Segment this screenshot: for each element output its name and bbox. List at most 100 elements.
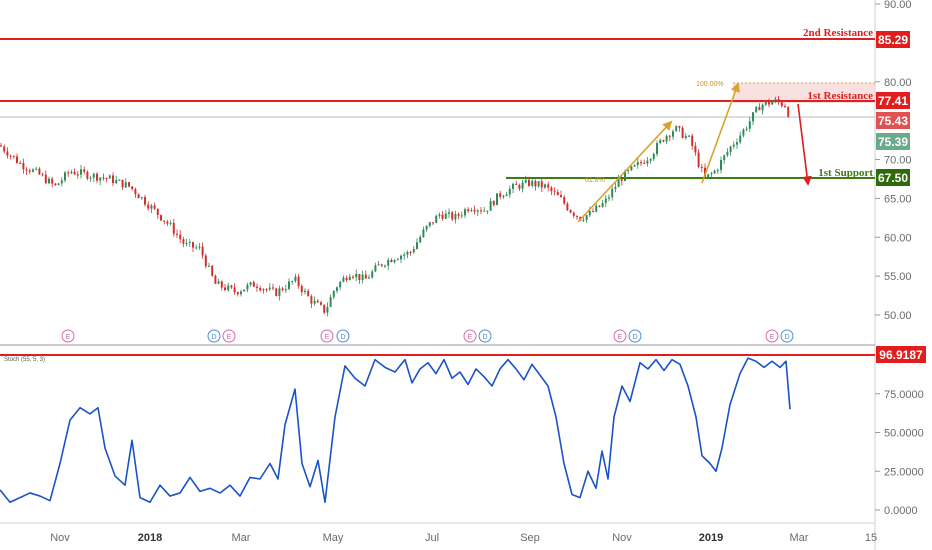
event-marker-letter: E (618, 334, 623, 341)
candle-body (531, 180, 534, 186)
candle-body (345, 277, 348, 281)
candle-body (256, 286, 258, 289)
first-resistance-title: 1st Resistance (807, 90, 873, 102)
candle-body (64, 172, 66, 181)
candle-body (108, 175, 111, 179)
svg-text:96.9187: 96.9187 (879, 348, 923, 362)
price-axis-label: 55.00 (884, 271, 912, 283)
candle-body (684, 136, 687, 138)
candle-body (480, 210, 482, 212)
candle-body (262, 289, 265, 291)
upward-projection-arrow-2 (701, 82, 740, 184)
candle-body (438, 214, 441, 216)
candle-body (240, 291, 242, 295)
oscillator-axis-label: 75.0000 (884, 389, 924, 401)
candle-body (688, 135, 690, 137)
event-marker-circle (61, 329, 75, 343)
candle-body (348, 276, 351, 281)
candle-body (124, 182, 127, 188)
candle-body (566, 203, 569, 211)
candle-body (22, 162, 25, 170)
candle-body (496, 193, 498, 206)
candle-body (528, 179, 530, 186)
candle-body (150, 205, 153, 209)
candle-body (563, 197, 566, 204)
candle-body (227, 285, 230, 291)
candle-body (35, 168, 38, 170)
candle-body (249, 282, 252, 285)
candle-body (758, 106, 761, 111)
candle-body (224, 287, 226, 291)
candle-body (16, 156, 18, 163)
candle-body (25, 169, 28, 171)
candle-body (355, 273, 358, 278)
candle-body (515, 183, 518, 185)
candle-body (153, 205, 156, 209)
candle-body (659, 140, 662, 144)
event-marker-letter: D (482, 334, 487, 341)
candle-body (166, 221, 169, 224)
candle-body (425, 225, 428, 230)
candle-body (630, 166, 633, 171)
candle-body (57, 183, 60, 185)
candle-body (777, 99, 780, 103)
candle-body (163, 220, 166, 222)
candle-body (547, 184, 550, 188)
candle-body (128, 182, 130, 187)
svg-text:75.43: 75.43 (878, 114, 908, 128)
candle-body (272, 287, 274, 289)
candle-body (550, 187, 553, 192)
event-marker-circle (207, 329, 221, 343)
event-marker-d: D (478, 329, 492, 343)
candle-body (230, 285, 233, 288)
event-marker-letter: D (340, 334, 345, 341)
candle-body (342, 277, 345, 282)
candle-body (374, 265, 377, 272)
candle-body (473, 210, 476, 212)
candle-body (713, 170, 716, 174)
event-marker-letter: D (211, 334, 216, 341)
candle-body (476, 210, 479, 212)
candle-body (352, 276, 354, 278)
candle-body (668, 135, 671, 137)
candle-body (588, 211, 591, 216)
candle-body (624, 170, 626, 181)
candle-body (41, 174, 44, 176)
candle-body (400, 255, 402, 260)
oscillator-axis: 75.0000 50.0000 25.0000 0.0000 (875, 389, 924, 517)
candle-body (755, 106, 758, 113)
candle-body (412, 248, 415, 253)
candle-body (662, 140, 665, 142)
candle-body (377, 264, 380, 266)
candle-body (553, 191, 556, 193)
candle-body (384, 265, 386, 267)
candle-body (48, 178, 50, 184)
candle-body (598, 205, 601, 207)
candle-body (86, 171, 89, 179)
oscillator-level-tag: 96.9187 (876, 346, 926, 363)
candle-body (176, 233, 178, 235)
time-axis-label: 2019 (699, 532, 723, 544)
candle-body (185, 242, 188, 244)
event-marker-letter: E (325, 334, 330, 341)
candle-body (9, 155, 12, 157)
event-marker-letter: E (770, 334, 775, 341)
candle-body (457, 214, 460, 216)
candle-body (768, 101, 770, 105)
candle-body (396, 259, 399, 261)
candle-body (416, 242, 418, 249)
candle-body (502, 195, 505, 197)
candle-body (700, 166, 703, 168)
event-marker-letter: E (66, 334, 71, 341)
candle-body (252, 282, 255, 287)
candle-body (784, 106, 786, 108)
candle-body (560, 195, 562, 198)
event-marker-d: D (207, 329, 221, 343)
candle-body (105, 178, 108, 180)
event-marker-e: E (463, 329, 477, 343)
event-marker-letter: E (468, 334, 473, 341)
candle-body (627, 170, 630, 172)
candle-body (633, 165, 636, 167)
candle-body (748, 121, 751, 129)
